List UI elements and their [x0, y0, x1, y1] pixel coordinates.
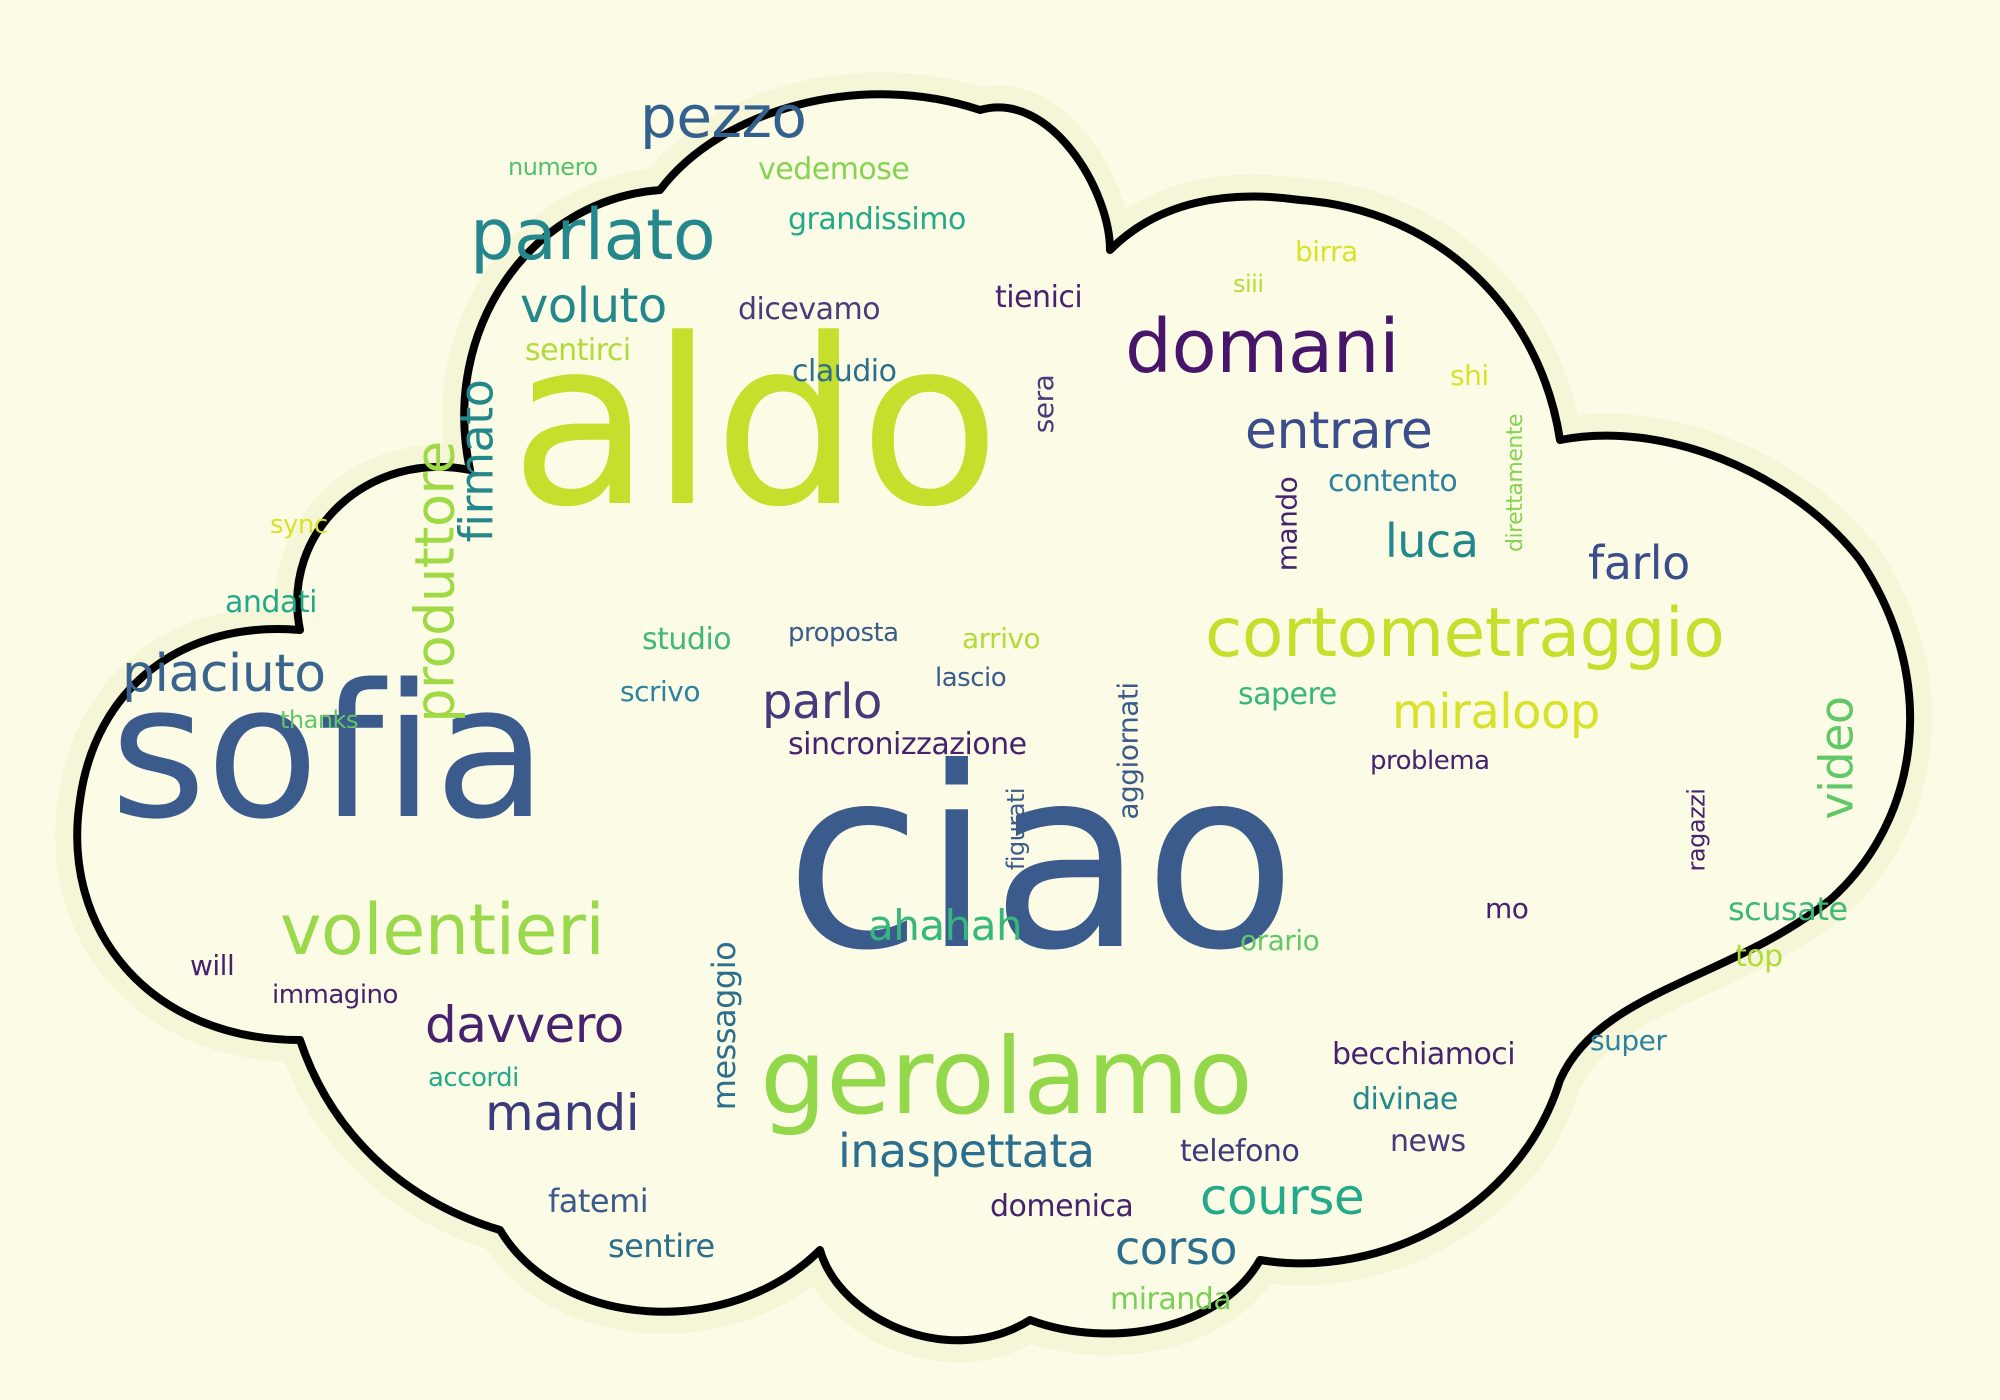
word: course	[1200, 1168, 1365, 1226]
word: news	[1390, 1124, 1466, 1159]
word: sentire	[608, 1227, 715, 1265]
word: firmato	[449, 379, 504, 543]
word: contento	[1328, 464, 1458, 499]
word: ahahah	[868, 901, 1023, 950]
word: telefono	[1180, 1134, 1300, 1169]
word: top	[1735, 939, 1783, 974]
word: vedemose	[758, 152, 910, 187]
word: orario	[1240, 924, 1320, 957]
word: parlato	[470, 194, 716, 276]
word: sync	[270, 510, 328, 540]
word: sentirci	[525, 333, 631, 368]
word: scrivo	[620, 675, 700, 708]
word: birra	[1295, 235, 1358, 268]
word: sofia	[110, 644, 547, 860]
word: shi	[1450, 359, 1489, 392]
word: thanks	[280, 706, 358, 734]
word: dicevamo	[738, 292, 881, 327]
word: parlo	[762, 674, 882, 730]
word: tienici	[995, 280, 1083, 315]
word: arrivo	[962, 622, 1041, 655]
word: voluto	[520, 278, 667, 334]
word: miranda	[1110, 1282, 1232, 1317]
word: grandissimo	[788, 202, 966, 237]
word: inaspettata	[838, 1124, 1095, 1178]
word: scusate	[1728, 890, 1848, 928]
word: piaciuto	[122, 644, 326, 704]
word: super	[1590, 1024, 1667, 1057]
word: domenica	[990, 1189, 1134, 1224]
word: proposta	[788, 618, 899, 648]
word: gerolamo	[760, 1016, 1253, 1138]
word: miraloop	[1392, 684, 1600, 740]
word: divinae	[1352, 1082, 1458, 1117]
word: messaggio	[705, 941, 744, 1111]
word: luca	[1385, 514, 1479, 568]
word: numero	[508, 153, 598, 181]
word: video	[1809, 696, 1864, 820]
word: figurati	[1002, 787, 1031, 871]
word: direttamente	[1502, 414, 1528, 552]
word: becchiamoci	[1332, 1037, 1516, 1072]
word: corso	[1115, 1221, 1237, 1275]
word: pezzo	[640, 83, 807, 151]
word: studio	[642, 622, 732, 657]
word: ciao	[785, 714, 1297, 1005]
word: ragazzi	[1682, 788, 1711, 872]
word: claudio	[792, 354, 897, 389]
word: volentieri	[280, 889, 605, 971]
cloud-outline	[73, 90, 1915, 1345]
word: immagino	[272, 980, 398, 1010]
word: sera	[1027, 374, 1061, 434]
word: domani	[1125, 304, 1400, 390]
word: mo	[1485, 892, 1529, 925]
word: siii	[1233, 270, 1264, 298]
word: mandi	[485, 1084, 640, 1142]
word: mando	[1270, 476, 1304, 572]
word: cortometraggio	[1205, 594, 1725, 673]
word: sincronizzazione	[788, 727, 1027, 762]
word: sapere	[1238, 677, 1337, 712]
word: andati	[225, 585, 317, 620]
word: aggiornati	[1111, 682, 1145, 820]
word: aldo	[510, 291, 1000, 558]
word: will	[190, 949, 235, 982]
word: davvero	[425, 996, 624, 1054]
word: problema	[1370, 746, 1490, 776]
word: lascio	[935, 663, 1007, 693]
word: entrare	[1245, 401, 1433, 461]
word: fatemi	[548, 1182, 649, 1220]
word: farlo	[1588, 536, 1690, 590]
word: accordi	[428, 1063, 519, 1093]
